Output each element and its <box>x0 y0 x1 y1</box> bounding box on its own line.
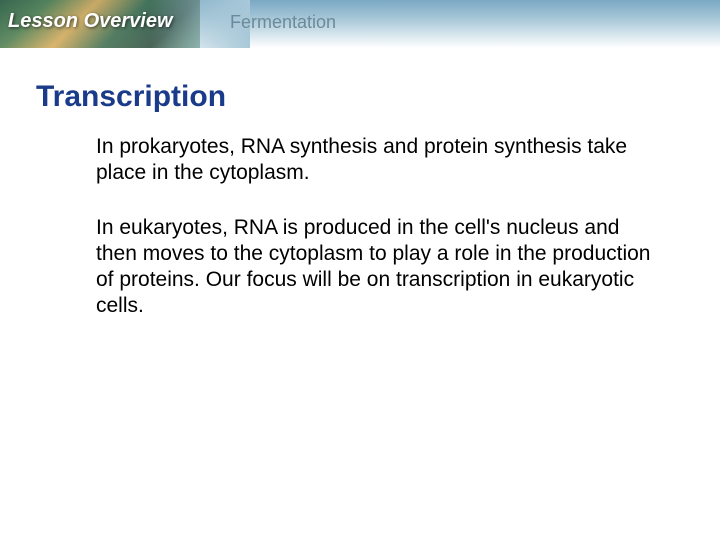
section-heading: Transcription <box>36 80 720 114</box>
paragraph-2: In eukaryotes, RNA is produced in the ce… <box>96 215 660 320</box>
lesson-subtitle: Fermentation <box>230 12 336 33</box>
lesson-overview-title: Lesson Overview <box>8 10 173 33</box>
slide-header: Lesson Overview Fermentation <box>0 0 720 48</box>
paragraph-1: In prokaryotes, RNA synthesis and protei… <box>96 134 660 187</box>
